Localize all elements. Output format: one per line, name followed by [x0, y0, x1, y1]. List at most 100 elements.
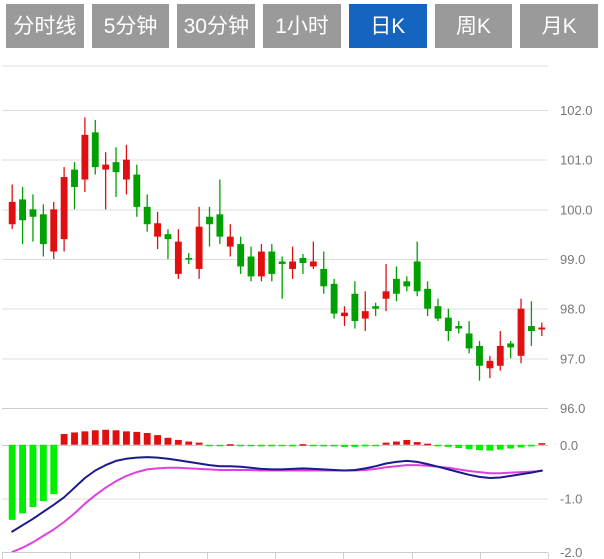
macd-histogram-bar [330, 444, 338, 447]
macd-histogram-bar [226, 444, 234, 446]
macd-histogram-bar [507, 444, 515, 449]
macd-histogram-bar [29, 444, 37, 507]
candle [91, 119, 99, 175]
macd-histogram-bar [195, 442, 203, 445]
candle-body [517, 308, 525, 356]
candle [164, 229, 172, 259]
macd-histogram-bar [50, 444, 58, 495]
candle [29, 194, 37, 242]
candle [527, 301, 535, 346]
macd-histogram-bar [289, 444, 297, 447]
candle [455, 321, 463, 334]
candle [299, 254, 307, 274]
price-axis-label: 100.0 [560, 202, 593, 217]
macd-histogram-bar [60, 434, 68, 445]
candle-body [538, 327, 546, 330]
macd-histogram-bar [216, 444, 224, 447]
macd-axis-label: 0.0 [560, 438, 578, 453]
candle-body [8, 201, 16, 225]
macd-histogram-bar [403, 439, 411, 445]
candle [122, 144, 130, 195]
candle [444, 308, 452, 341]
candle [257, 244, 265, 282]
tab-week-k[interactable]: 周K [434, 4, 513, 48]
macd-histogram-bar [174, 439, 182, 445]
candle-body [382, 291, 390, 299]
candle-body [102, 164, 110, 170]
candle-body [351, 293, 359, 322]
macd-histogram-bar [19, 444, 27, 514]
price-axis-label: 96.0 [560, 401, 585, 416]
candle [237, 236, 245, 274]
tab-day-k[interactable]: 日K [348, 4, 427, 48]
tab-1hour[interactable]: 1小时 [263, 4, 341, 48]
macd-histogram-bar [341, 444, 348, 447]
macd-histogram-bar [392, 441, 400, 445]
macd-histogram-bar [268, 444, 276, 447]
macd-histogram-bar [81, 431, 89, 445]
macd-histogram-bar [206, 444, 213, 447]
candle [341, 306, 348, 327]
candle-body [237, 244, 245, 267]
candle-body [330, 283, 338, 314]
candle [496, 331, 504, 371]
candle-body [164, 234, 172, 240]
candle [465, 321, 473, 354]
candle-body [507, 343, 515, 348]
candle-body [19, 199, 27, 221]
candle [403, 276, 411, 292]
macd-histogram-bar [299, 444, 307, 446]
candle [19, 186, 27, 245]
tab-timeline[interactable]: 分时线 [6, 4, 84, 48]
candle-body [154, 223, 162, 237]
period-tab-bar: 分时线 5分钟 30分钟 1小时 日K 周K 月K [0, 0, 604, 58]
candle-body [496, 345, 504, 366]
candle-body [299, 258, 307, 263]
candle [8, 184, 16, 230]
candle-body [268, 251, 276, 274]
price-axis-label: 99.0 [560, 252, 585, 267]
macd-histogram-bar [372, 444, 380, 447]
chart-area[interactable]: 102.0 101.0 100.0 99.0 98.0 97.0 96.0 0.0 -1.0 -2… [0, 58, 604, 559]
macd-histogram-bar [496, 444, 504, 450]
candle-body [413, 261, 421, 292]
kline-macd-svg[interactable]: 102.0 101.0 100.0 99.0 98.0 97.0 96.0 0.0 -1.0 -2… [0, 58, 604, 559]
candle-body [29, 209, 37, 217]
candle [206, 206, 213, 247]
tab-5min[interactable]: 5分钟 [91, 4, 170, 48]
macd-histogram-bar [434, 444, 442, 447]
tab-label: 30分钟 [183, 14, 249, 38]
candle [143, 194, 151, 232]
macd-histogram-bar [320, 444, 328, 447]
macd-dif-line [11, 456, 543, 533]
candle-body [226, 236, 234, 247]
macd-axis-label: -2.0 [560, 545, 582, 559]
macd-histogram-bar [527, 444, 535, 447]
candle-body [143, 206, 151, 225]
candle [372, 302, 380, 317]
tab-30min[interactable]: 30分钟 [177, 4, 256, 48]
candle [413, 241, 421, 297]
candle [81, 117, 89, 192]
candle [247, 246, 255, 282]
macd-histogram-bar [164, 437, 172, 445]
tab-label: 月K [541, 14, 577, 38]
candle-body [195, 226, 203, 269]
macd-axis-label: -1.0 [560, 491, 582, 506]
macd-histogram-bar [424, 443, 432, 446]
candle-body [50, 209, 58, 252]
tab-month-k[interactable]: 月K [520, 4, 599, 48]
macd-histogram-bar [8, 444, 16, 520]
macd-histogram-bar [143, 432, 151, 445]
candle [278, 256, 286, 299]
candle-body [278, 261, 286, 264]
macd-histogram-bar [278, 444, 286, 447]
macd-histogram-bar [455, 444, 463, 448]
macd-histogram-bar [257, 444, 265, 447]
candle-body [455, 326, 463, 329]
candle-body [372, 306, 380, 309]
candle [174, 229, 182, 279]
price-axis-label: 97.0 [560, 351, 585, 366]
tab-label: 日K [370, 14, 406, 38]
macd-histogram-bar [351, 444, 359, 447]
